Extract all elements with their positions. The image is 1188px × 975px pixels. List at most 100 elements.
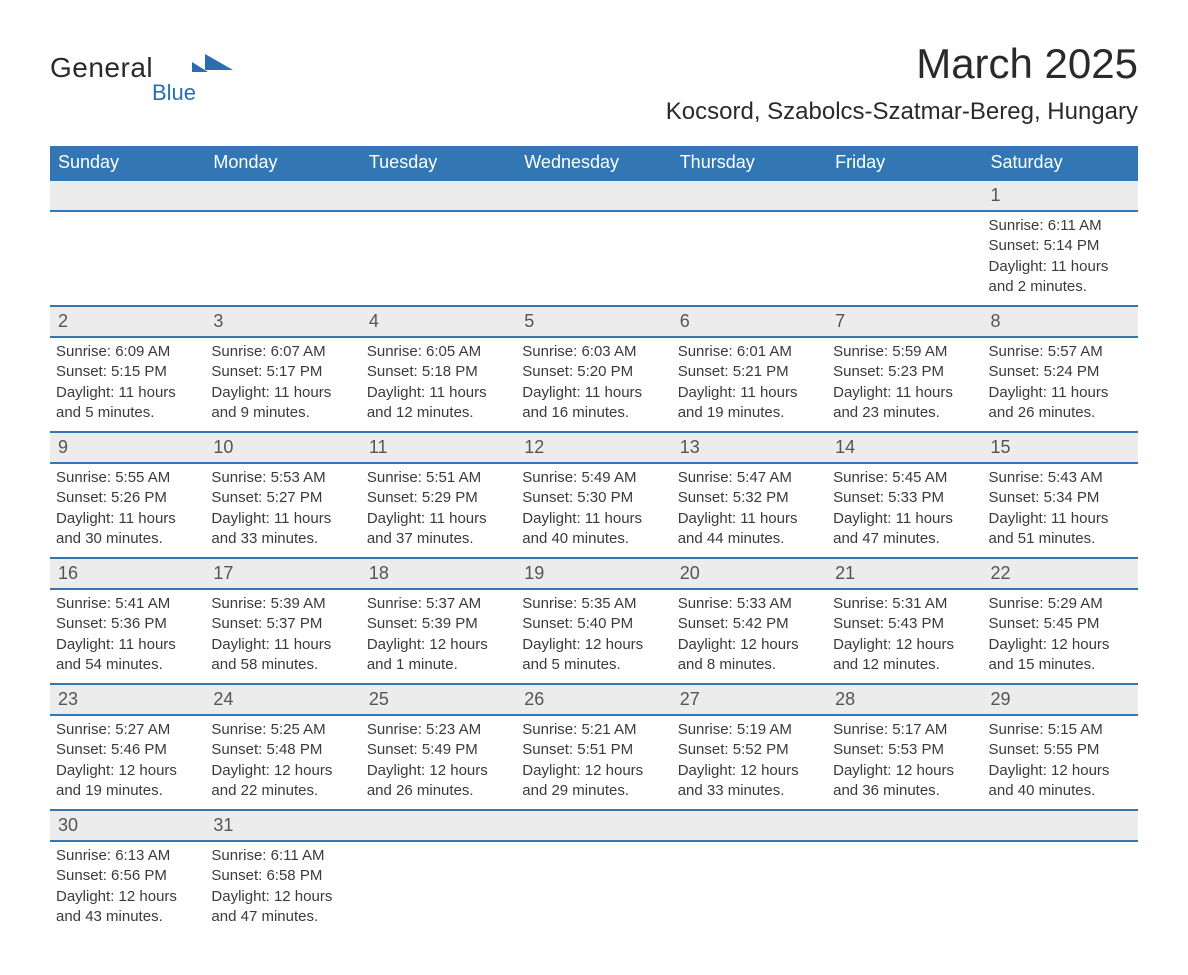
logo-triangle-icon-small — [192, 62, 208, 72]
sunrise-text: Sunrise: 5:31 AM — [833, 594, 976, 614]
day-number — [827, 181, 982, 210]
day-cell: Sunrise: 5:41 AMSunset: 5:36 PMDaylight:… — [50, 590, 205, 683]
day-number: 12 — [516, 433, 671, 462]
day-number: 30 — [50, 811, 205, 840]
calendar-header: SundayMondayTuesdayWednesdayThursdayFrid… — [50, 146, 1138, 180]
sunrise-text: Sunrise: 5:17 AM — [833, 720, 976, 740]
day-cell: Sunrise: 5:55 AMSunset: 5:26 PMDaylight:… — [50, 464, 205, 557]
sunset-text: Sunset: 5:55 PM — [989, 740, 1132, 760]
dow-header: Monday — [205, 146, 360, 180]
sunset-text: Sunset: 5:36 PM — [56, 614, 199, 634]
day-cell: Sunrise: 5:33 AMSunset: 5:42 PMDaylight:… — [672, 590, 827, 683]
dow-header: Wednesday — [516, 146, 671, 180]
sunset-text: Sunset: 5:46 PM — [56, 740, 199, 760]
day-cell: Sunrise: 6:13 AMSunset: 6:56 PMDaylight:… — [50, 842, 205, 935]
day-number: 26 — [516, 685, 671, 714]
day-number: 31 — [205, 811, 360, 840]
daylight-text: and 29 minutes. — [522, 781, 665, 801]
daylight-text: and 33 minutes. — [678, 781, 821, 801]
day-number: 24 — [205, 685, 360, 714]
daylight-text: and 19 minutes. — [56, 781, 199, 801]
sunset-text: Sunset: 5:45 PM — [989, 614, 1132, 634]
day-number: 25 — [361, 685, 516, 714]
dow-header: Thursday — [672, 146, 827, 180]
day-cell: Sunrise: 5:23 AMSunset: 5:49 PMDaylight:… — [361, 716, 516, 809]
day-cell: Sunrise: 5:51 AMSunset: 5:29 PMDaylight:… — [361, 464, 516, 557]
calendar-table: SundayMondayTuesdayWednesdayThursdayFrid… — [50, 146, 1138, 935]
daylight-text: Daylight: 12 hours — [678, 761, 821, 781]
daylight-text: and 51 minutes. — [989, 529, 1132, 549]
daylight-text: Daylight: 11 hours — [56, 383, 199, 403]
sunset-text: Sunset: 5:52 PM — [678, 740, 821, 760]
daylight-text: and 33 minutes. — [211, 529, 354, 549]
title-block: March 2025 Kocsord, Szabolcs-Szatmar-Ber… — [666, 40, 1138, 126]
day-number — [983, 811, 1138, 840]
day-cell: Sunrise: 6:09 AMSunset: 5:15 PMDaylight:… — [50, 338, 205, 431]
day-number: 2 — [50, 307, 205, 336]
sunset-text: Sunset: 5:21 PM — [678, 362, 821, 382]
day-number — [50, 181, 205, 210]
sunrise-text: Sunrise: 6:11 AM — [211, 846, 354, 866]
daylight-text: Daylight: 11 hours — [522, 509, 665, 529]
day-number: 23 — [50, 685, 205, 714]
day-cell: Sunrise: 5:19 AMSunset: 5:52 PMDaylight:… — [672, 716, 827, 809]
day-cell: Sunrise: 6:05 AMSunset: 5:18 PMDaylight:… — [361, 338, 516, 431]
sunrise-text: Sunrise: 5:33 AM — [678, 594, 821, 614]
sunset-text: Sunset: 6:58 PM — [211, 866, 354, 886]
sunrise-text: Sunrise: 5:25 AM — [211, 720, 354, 740]
daylight-text: Daylight: 11 hours — [989, 509, 1132, 529]
sunrise-text: Sunrise: 6:01 AM — [678, 342, 821, 362]
sunrise-text: Sunrise: 5:41 AM — [56, 594, 199, 614]
day-number — [516, 811, 671, 840]
daylight-text: Daylight: 11 hours — [211, 383, 354, 403]
sunrise-text: Sunrise: 5:19 AM — [678, 720, 821, 740]
day-number: 7 — [827, 307, 982, 336]
day-cell — [827, 212, 982, 224]
daylight-text: and 2 minutes. — [989, 277, 1132, 297]
day-number: 28 — [827, 685, 982, 714]
sunrise-text: Sunrise: 5:49 AM — [522, 468, 665, 488]
daylight-text: and 22 minutes. — [211, 781, 354, 801]
day-number: 6 — [672, 307, 827, 336]
daylight-text: and 1 minute. — [367, 655, 510, 675]
sunrise-text: Sunrise: 5:57 AM — [989, 342, 1132, 362]
day-number: 14 — [827, 433, 982, 462]
sunset-text: Sunset: 5:32 PM — [678, 488, 821, 508]
day-cell: Sunrise: 5:29 AMSunset: 5:45 PMDaylight:… — [983, 590, 1138, 683]
day-cell — [827, 842, 982, 854]
sunrise-text: Sunrise: 5:27 AM — [56, 720, 199, 740]
sunset-text: Sunset: 5:15 PM — [56, 362, 199, 382]
daylight-text: Daylight: 12 hours — [522, 761, 665, 781]
sunrise-text: Sunrise: 6:11 AM — [989, 216, 1132, 236]
day-cell: Sunrise: 5:37 AMSunset: 5:39 PMDaylight:… — [361, 590, 516, 683]
daylight-text: Daylight: 11 hours — [56, 635, 199, 655]
daylight-text: Daylight: 12 hours — [367, 761, 510, 781]
sunset-text: Sunset: 5:37 PM — [211, 614, 354, 634]
daylight-text: Daylight: 12 hours — [367, 635, 510, 655]
daylight-text: Daylight: 11 hours — [367, 383, 510, 403]
daylight-text: Daylight: 12 hours — [56, 761, 199, 781]
daylight-text: Daylight: 12 hours — [211, 761, 354, 781]
day-cell: Sunrise: 5:53 AMSunset: 5:27 PMDaylight:… — [205, 464, 360, 557]
day-cell: Sunrise: 5:47 AMSunset: 5:32 PMDaylight:… — [672, 464, 827, 557]
sunset-text: Sunset: 5:43 PM — [833, 614, 976, 634]
daylight-text: and 26 minutes. — [989, 403, 1132, 423]
day-cell — [672, 212, 827, 224]
sunrise-text: Sunrise: 5:55 AM — [56, 468, 199, 488]
sunrise-text: Sunrise: 6:09 AM — [56, 342, 199, 362]
sunset-text: Sunset: 5:49 PM — [367, 740, 510, 760]
day-cell — [361, 842, 516, 854]
sunset-text: Sunset: 5:40 PM — [522, 614, 665, 634]
daylight-text: and 43 minutes. — [56, 907, 199, 927]
day-number: 15 — [983, 433, 1138, 462]
daylight-text: and 58 minutes. — [211, 655, 354, 675]
daylight-text: and 37 minutes. — [367, 529, 510, 549]
daylight-text: Daylight: 11 hours — [989, 383, 1132, 403]
page-subtitle: Kocsord, Szabolcs-Szatmar-Bereg, Hungary — [666, 98, 1138, 126]
daylight-text: and 12 minutes. — [833, 655, 976, 675]
day-number: 21 — [827, 559, 982, 588]
day-cell: Sunrise: 6:11 AMSunset: 6:58 PMDaylight:… — [205, 842, 360, 935]
daylight-text: Daylight: 12 hours — [833, 761, 976, 781]
daylight-text: Daylight: 12 hours — [522, 635, 665, 655]
page-title: March 2025 — [666, 40, 1138, 88]
